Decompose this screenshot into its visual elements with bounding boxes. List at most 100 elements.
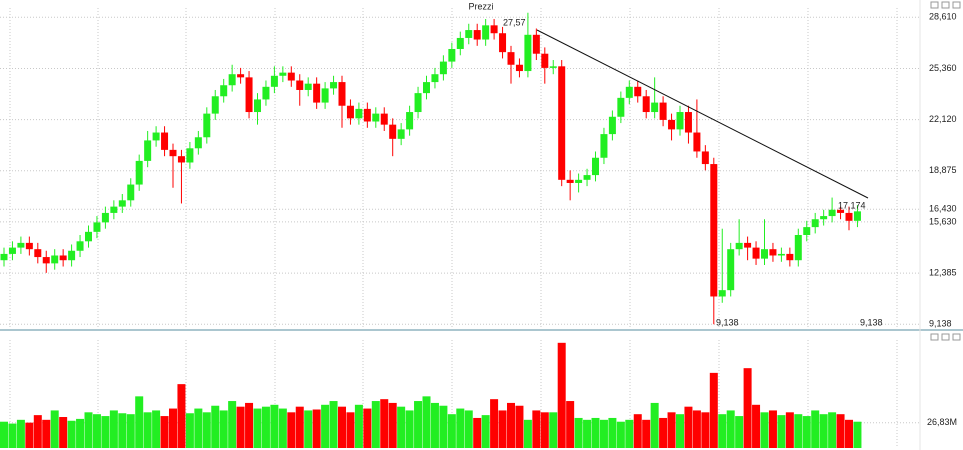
y-tick-label: 9,138 [929, 319, 952, 329]
panel-button[interactable] [952, 1, 961, 9]
volume-bar [735, 416, 744, 448]
candle-body [676, 112, 684, 130]
y-tick-label: 12,385 [929, 267, 957, 277]
candle-body [642, 96, 650, 113]
candle-body [59, 255, 67, 261]
volume-bar [599, 419, 608, 448]
y-tick-label: 22,120 [929, 114, 957, 124]
volume-bar [0, 421, 8, 448]
volume-bar [777, 415, 786, 448]
candle-body [532, 34, 540, 54]
panel-button[interactable] [930, 1, 939, 9]
volume-bar [118, 413, 127, 448]
candle-body [794, 234, 802, 261]
y-tick-label: 15,630 [929, 216, 957, 226]
candle-body [8, 247, 16, 254]
candle-body [718, 290, 726, 297]
volume-bar [709, 372, 718, 448]
volume-bar [202, 412, 211, 448]
candle-body [515, 64, 523, 72]
volume-bar [650, 402, 659, 448]
candle-body [549, 66, 557, 68]
volume-bar [152, 410, 161, 448]
volume-bar [625, 419, 634, 448]
volume-bar [228, 401, 237, 448]
candle-body [304, 83, 312, 90]
candle-body [693, 132, 701, 152]
volume-bar [304, 410, 313, 448]
candle-body [135, 160, 143, 185]
candle-body [51, 255, 59, 264]
volume-bar [135, 396, 144, 448]
volume-bar [278, 408, 287, 448]
volume-bar [84, 412, 93, 448]
volume-bar [354, 404, 363, 448]
volume-bar [219, 410, 228, 448]
volume-bar [405, 410, 414, 448]
volume-bar [828, 412, 837, 448]
candle-body [93, 222, 101, 232]
volume-bar [557, 342, 566, 448]
volume-bar [270, 404, 279, 448]
candle-body [118, 200, 126, 207]
candle-body [363, 108, 371, 122]
volume-bar [397, 406, 406, 448]
candle-body [837, 209, 845, 213]
candle-body [600, 134, 608, 158]
candle-body [237, 74, 245, 78]
panel-button[interactable] [952, 333, 961, 341]
volume-bar [329, 401, 338, 448]
candle-body [203, 113, 211, 138]
candle-body [769, 249, 777, 256]
volume-bar [177, 384, 186, 448]
volume-bar [701, 412, 710, 448]
candle-body [270, 75, 278, 87]
volume-bar [523, 419, 532, 448]
volume-bar [633, 414, 642, 448]
volume-bar [16, 419, 25, 448]
volume-bar [515, 405, 524, 448]
panel-button[interactable] [941, 333, 950, 341]
candle-body [482, 25, 490, 40]
volume-bar [338, 406, 346, 448]
candle-body [0, 253, 8, 261]
y-tick-label: 28,610 [929, 12, 957, 22]
volume-bar [33, 415, 42, 448]
candle-body [101, 212, 109, 223]
candle-body [85, 231, 92, 242]
candle-body [473, 30, 481, 40]
volume-bar [363, 408, 372, 448]
candle-body [397, 129, 405, 139]
y-tick-label: 25,360 [929, 63, 957, 73]
volume-bar [540, 412, 549, 448]
volume-bar [447, 414, 456, 448]
candle-body [220, 85, 228, 97]
candle-body [735, 242, 743, 250]
candle-body [372, 113, 380, 122]
volume-bar [794, 414, 803, 448]
candle-body [651, 102, 659, 113]
panel-button[interactable] [930, 333, 939, 341]
candle-body [853, 211, 861, 221]
volume-bar [768, 410, 777, 448]
candle-body [423, 82, 430, 94]
panel-button[interactable] [941, 1, 950, 9]
volume-bar [185, 413, 194, 448]
volume-bar [574, 417, 583, 448]
volume-bar [245, 402, 254, 448]
candle-body [744, 242, 752, 248]
candle-body [845, 212, 853, 221]
candle-body [313, 83, 321, 103]
volume-bar [760, 412, 769, 448]
candle-body [186, 148, 194, 163]
candle-body [254, 99, 261, 113]
volume-bar [126, 414, 135, 448]
volume-bar [143, 412, 152, 448]
volume-bar [236, 406, 245, 448]
trend-line [536, 29, 869, 199]
candle-body [583, 175, 591, 180]
volume-bar [430, 402, 439, 448]
volume-bar [811, 410, 820, 448]
volume-bar [8, 423, 17, 448]
volume-bar [380, 399, 389, 448]
